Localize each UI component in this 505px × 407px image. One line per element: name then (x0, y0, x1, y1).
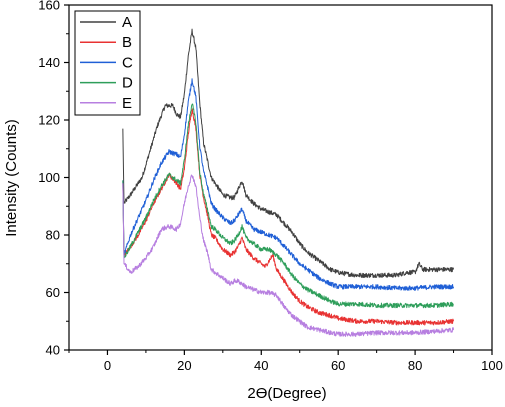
x-tick-label: 20 (177, 358, 191, 373)
x-axis-title: 2ϴ(Degree) (247, 385, 326, 402)
legend-label-E: E (122, 95, 132, 112)
y-tick-label: 60 (46, 285, 60, 300)
x-tick-label: 60 (331, 358, 345, 373)
x-tick-label: 40 (254, 358, 268, 373)
legend-label-C: C (122, 54, 133, 71)
y-tick-label: 140 (38, 55, 60, 70)
y-tick-label: 80 (46, 228, 60, 243)
series-layer (122, 28, 455, 337)
y-tick-label: 40 (46, 343, 60, 358)
x-tick-label: 100 (481, 358, 503, 373)
axes-layer: 0 20 40 60 80 100 40 60 80 100 120 140 160 (38, 0, 503, 373)
y-tick-label: 120 (38, 113, 60, 128)
legend-label-B: B (122, 34, 132, 51)
series-line-B (122, 108, 455, 326)
x-tick-label: 0 (104, 358, 111, 373)
series-line-A (122, 28, 455, 279)
series-line-C (122, 78, 455, 291)
series-line-D (122, 103, 454, 309)
x-tick-label: 80 (408, 358, 422, 373)
y-axis-title: Intensity (Counts) (3, 119, 20, 237)
y-tick-label: 160 (38, 0, 60, 13)
y-tick-label: 100 (38, 170, 60, 185)
series-line-E (122, 174, 455, 337)
legend-label-D: D (122, 75, 133, 92)
legend-label-A: A (122, 14, 132, 31)
